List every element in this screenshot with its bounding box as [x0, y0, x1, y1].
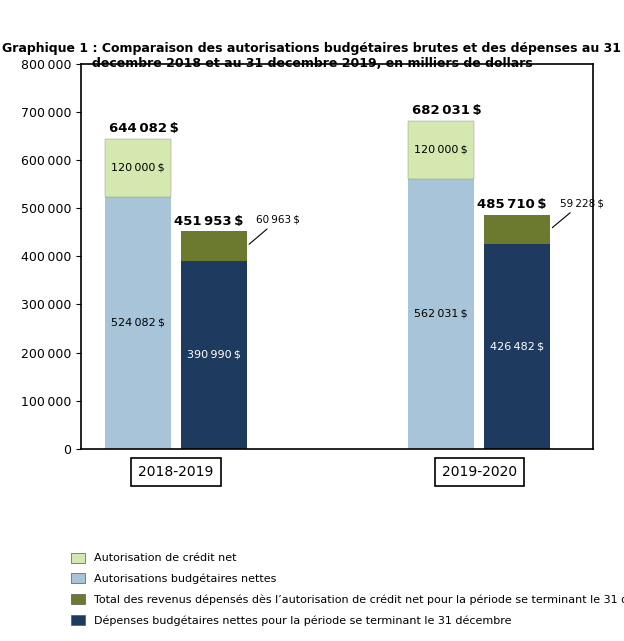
Text: 59 228 $: 59 228 $	[552, 198, 603, 228]
Bar	[180, 231, 247, 261]
Text: 60 963 $: 60 963 $	[249, 214, 300, 244]
Text: 562 031 $: 562 031 $	[414, 308, 468, 319]
Text: 120 000 $: 120 000 $	[111, 163, 165, 173]
Legend: Autorisation de crédit net, Autorisations budgétaires nettes, Total des revenus : Autorisation de crédit net, Autorisation…	[68, 549, 624, 629]
Text: Graphique 1 : Comparaison des autorisations budgétaires brutes et des dépenses a: Graphique 1 : Comparaison des autorisati…	[2, 42, 622, 70]
Bar	[180, 261, 247, 449]
Text: 426 482 $: 426 482 $	[490, 341, 544, 351]
Bar	[408, 178, 474, 449]
Bar	[105, 139, 171, 197]
Text: 682 031 $: 682 031 $	[412, 104, 482, 117]
Text: 644 082 $: 644 082 $	[109, 122, 178, 135]
Bar	[408, 121, 474, 178]
Bar	[484, 215, 550, 244]
Bar	[484, 244, 550, 449]
Text: 390 990 $: 390 990 $	[187, 350, 241, 360]
Text: 451 953 $: 451 953 $	[173, 215, 243, 228]
Bar	[105, 197, 171, 449]
Text: 524 082 $: 524 082 $	[111, 318, 165, 328]
Text: 120 000 $: 120 000 $	[414, 145, 468, 154]
Text: 485 710 $: 485 710 $	[477, 198, 547, 212]
